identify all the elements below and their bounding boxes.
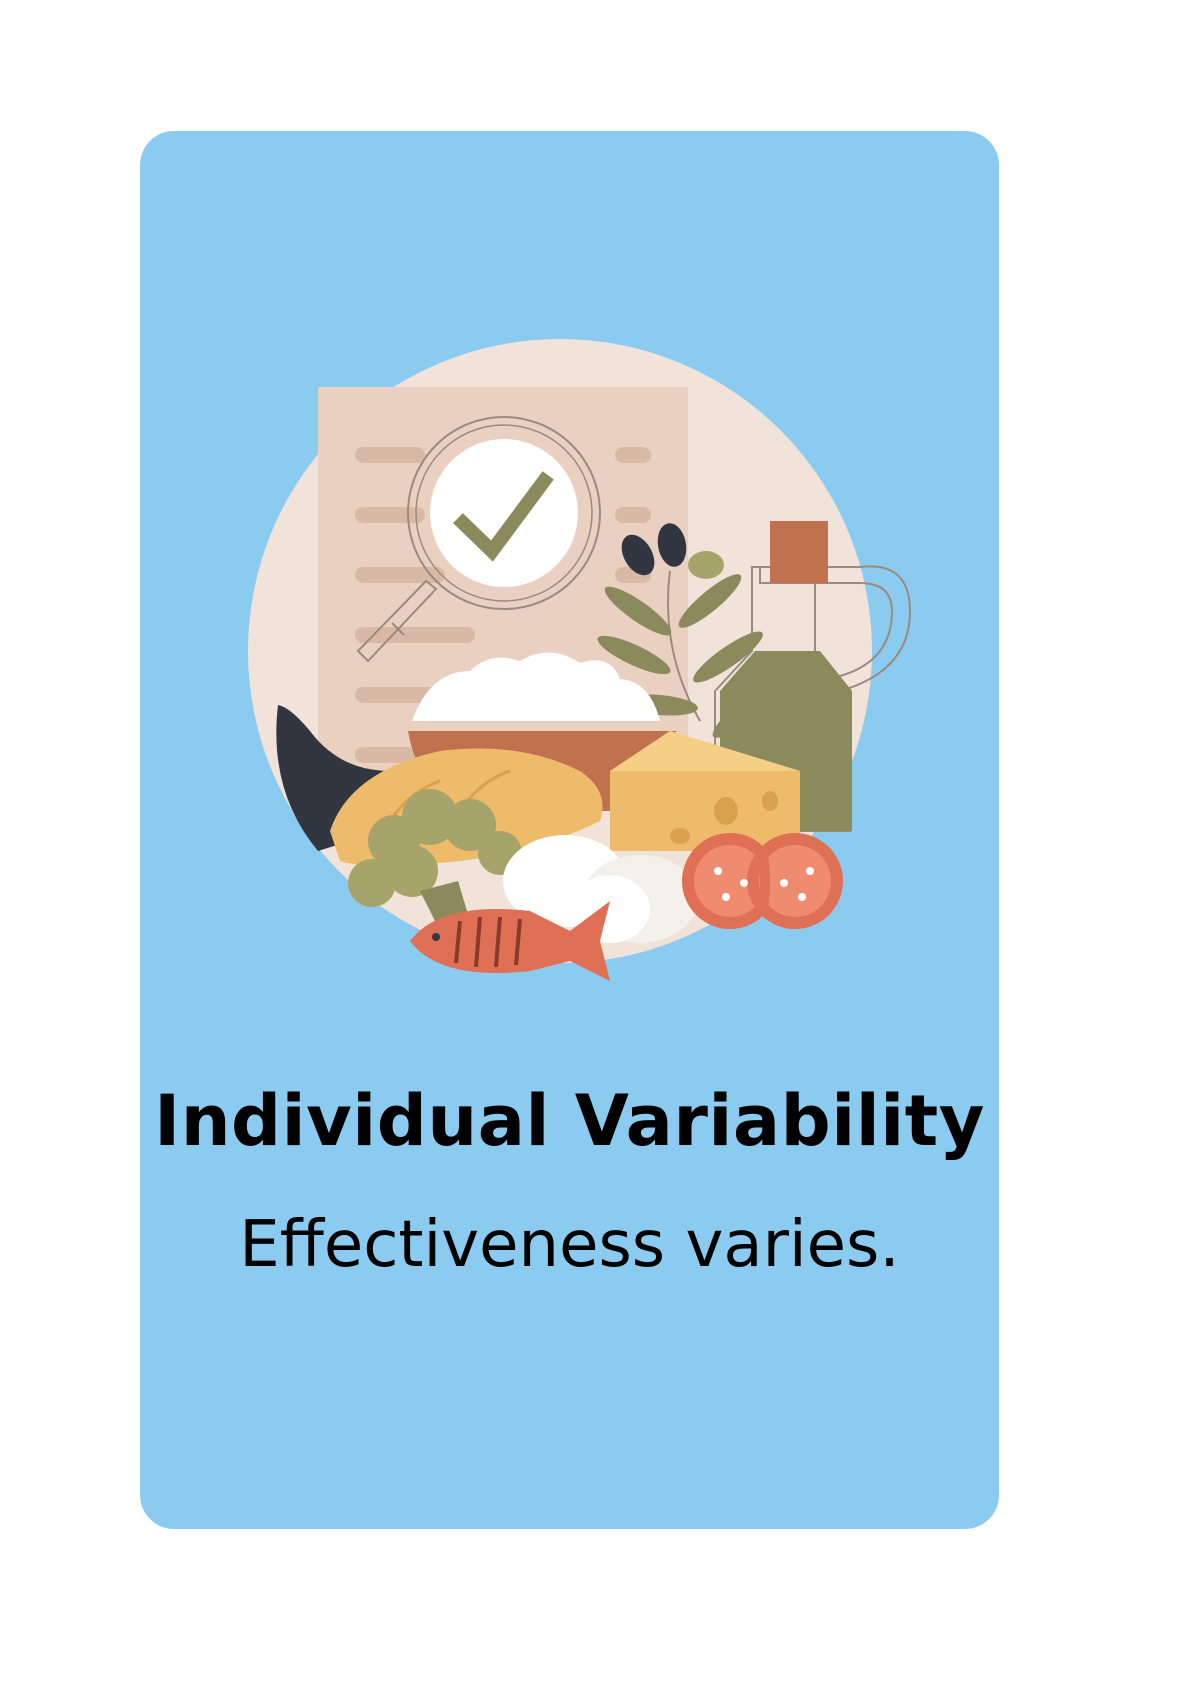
broccoli-icon bbox=[348, 789, 522, 931]
cheese-icon bbox=[610, 731, 800, 851]
fish-icon bbox=[410, 901, 610, 981]
magnifier-check-icon bbox=[356, 416, 601, 663]
info-card: Individual Variability Effectiveness var… bbox=[140, 131, 999, 1529]
food-illustration bbox=[248, 339, 912, 981]
tomato-icon bbox=[682, 833, 843, 929]
card-title: Individual Variability bbox=[154, 1080, 985, 1162]
card-subtitle: Effectiveness varies. bbox=[239, 1208, 900, 1282]
